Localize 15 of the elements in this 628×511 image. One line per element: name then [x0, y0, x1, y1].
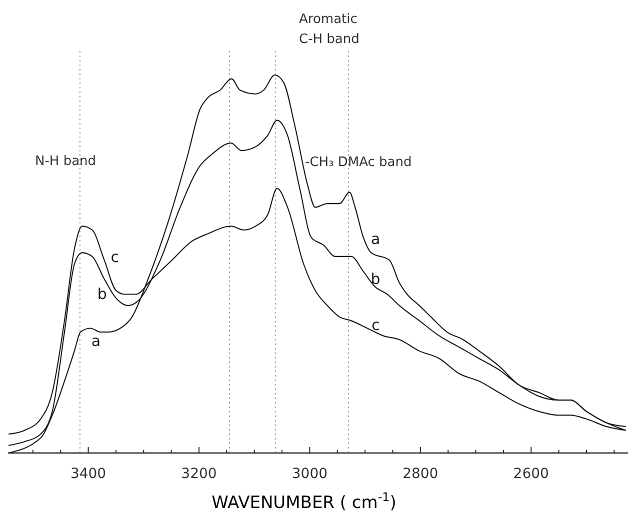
text: b: [370, 270, 380, 288]
text: a: [370, 230, 380, 248]
x-tick-label: 3000: [292, 466, 328, 482]
series-label: a: [91, 332, 101, 350]
x-tick-label: 3200: [181, 466, 217, 482]
series-label: b: [97, 285, 107, 303]
series-label: c: [371, 316, 380, 334]
text: c: [110, 248, 119, 266]
x-tick-label: 2600: [513, 466, 549, 482]
x-tick-label: 2800: [402, 466, 438, 482]
x-tick-label: 3400: [70, 466, 106, 482]
x-axis-title: WAVENUMBER ( cm$^{-1}$): [212, 490, 396, 511]
annotation: N-H band: [35, 154, 96, 169]
text: Aromatic C-H band: [299, 12, 360, 47]
annotation: -CH₃ DMAc band: [305, 155, 412, 170]
